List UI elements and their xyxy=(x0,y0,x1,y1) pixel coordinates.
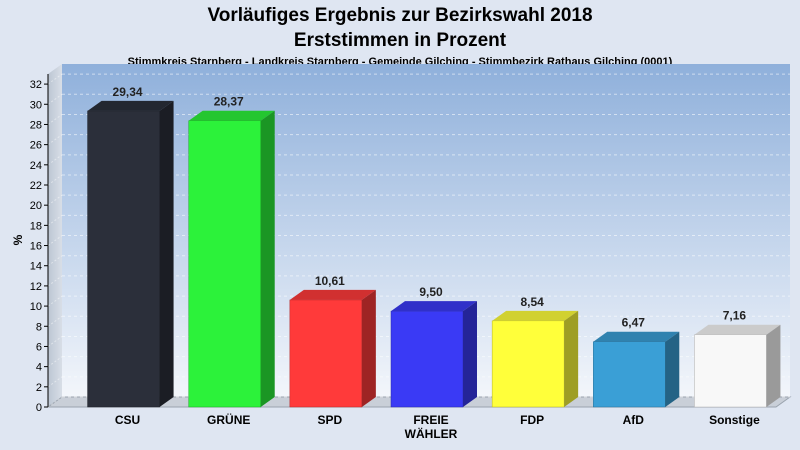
gridline-side xyxy=(47,174,63,186)
chart-title-line1: Vorläufiges Ergebnis zur Bezirkswahl 201… xyxy=(207,5,592,26)
gridline-side xyxy=(47,295,63,307)
bar-side xyxy=(159,100,174,407)
gridline-side xyxy=(47,275,63,287)
bar-side xyxy=(463,301,477,407)
x-tick-label: GRÜNE xyxy=(207,412,250,427)
y-tick-label: 22 xyxy=(30,180,42,192)
bar-side xyxy=(766,324,781,407)
bar-top xyxy=(87,100,174,111)
gridline-side xyxy=(47,336,63,347)
y-tick-label: 30 xyxy=(30,99,42,111)
y-tick-label: 6 xyxy=(36,341,42,353)
gridline-side xyxy=(47,376,63,388)
plot-side-wall xyxy=(48,64,62,407)
data-label: 28,37 xyxy=(214,95,244,109)
bar-top xyxy=(492,310,579,321)
bar-top xyxy=(593,331,680,342)
bar-side xyxy=(260,110,275,407)
data-label: 9,50 xyxy=(419,285,443,299)
x-tick-label: FREIE xyxy=(413,413,448,427)
x-tick-label: Sonstige xyxy=(709,413,760,427)
bar xyxy=(289,299,363,408)
y-tick-label: 2 xyxy=(36,382,42,394)
y-tick-label: 24 xyxy=(30,160,42,172)
y-tick-label: 8 xyxy=(36,321,42,333)
gridline-side xyxy=(47,114,63,125)
bar-top xyxy=(188,110,275,121)
bar-top xyxy=(391,301,477,312)
bar-side xyxy=(564,310,579,407)
gridline-side xyxy=(47,235,63,246)
data-label: 7,16 xyxy=(723,309,747,323)
x-tick-label: AfD xyxy=(623,413,645,427)
gridline-side xyxy=(47,93,63,105)
x-tick-label: CSU xyxy=(115,413,140,427)
y-tick-label: 14 xyxy=(30,261,42,273)
x-tick-label: WÄHLER xyxy=(405,426,458,441)
y-tick-label: 26 xyxy=(30,140,42,152)
data-label: 10,61 xyxy=(315,274,345,288)
x-tick-label: FDP xyxy=(520,413,544,427)
y-tick-label: 16 xyxy=(30,241,42,253)
gridline-side xyxy=(47,315,63,327)
y-tick-label: 28 xyxy=(30,119,42,131)
bar-top xyxy=(694,324,781,335)
data-label: 29,34 xyxy=(113,85,143,99)
bar-side xyxy=(361,289,376,407)
chart-title-line2: Erststimmen in Prozent xyxy=(294,30,507,51)
y-axis-label: % xyxy=(11,234,25,245)
bar xyxy=(390,310,464,408)
gridline-side xyxy=(47,214,63,226)
gridline-side xyxy=(47,396,63,408)
bar xyxy=(491,320,565,408)
gridline-side xyxy=(47,154,63,166)
gridline-side xyxy=(47,255,63,267)
bar xyxy=(188,120,261,408)
bar xyxy=(87,110,160,408)
bar-side xyxy=(665,331,680,407)
y-tick-label: 12 xyxy=(30,281,42,293)
y-tick-label: 18 xyxy=(30,220,42,232)
y-tick-label: 0 xyxy=(36,402,42,414)
bar xyxy=(593,341,666,408)
gridline-side xyxy=(47,73,63,85)
y-tick-label: 10 xyxy=(30,301,42,313)
gridline-side xyxy=(47,194,63,206)
bar-top xyxy=(289,289,376,300)
data-label: 6,47 xyxy=(622,316,646,330)
y-tick-label: 32 xyxy=(30,79,42,91)
data-label: 8,54 xyxy=(520,295,544,309)
x-tick-label: SPD xyxy=(318,413,343,427)
gridline-side xyxy=(47,134,63,146)
y-tick-label: 4 xyxy=(36,362,42,374)
y-tick-label: 20 xyxy=(30,200,42,212)
gridline-side xyxy=(47,356,63,368)
bar xyxy=(694,334,767,408)
